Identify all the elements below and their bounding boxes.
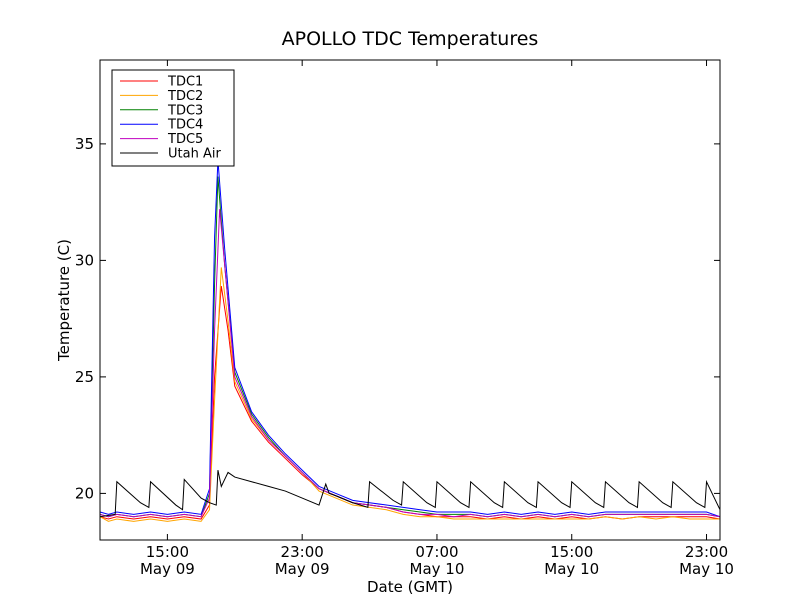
x-tick-date-label: May 10 (410, 560, 465, 578)
series-line-utah-air (99, 469, 721, 518)
x-tick-time-label: 15:00 (146, 543, 189, 561)
legend-label-tdc4: TDC4 (167, 118, 203, 133)
x-tick-date-label: May 09 (275, 560, 330, 578)
x-tick-date-label: May 09 (140, 560, 195, 578)
y-tick-label: 20 (75, 484, 94, 502)
series-line-tdc3 (99, 176, 721, 518)
chart-title: APOLLO TDC Temperatures (282, 28, 539, 50)
series-line-tdc5 (99, 209, 721, 518)
legend-label-utah-air: Utah Air (168, 147, 221, 162)
x-axis-label: Date (GMT) (367, 578, 453, 596)
y-tick-label: 25 (75, 368, 94, 386)
x-tick-date-label: May 10 (544, 560, 599, 578)
x-tick-time-label: 23:00 (281, 543, 324, 561)
y-tick-label: 30 (75, 251, 94, 269)
x-tick-date-label: May 10 (679, 560, 734, 578)
y-axis-label: Temperature (C) (55, 239, 73, 362)
x-tick-time-label: 07:00 (415, 543, 458, 561)
legend-label-tdc5: TDC5 (167, 132, 203, 147)
y-tick-label: 35 (75, 135, 94, 153)
series-line-tdc4 (99, 160, 721, 518)
x-tick-time-label: 15:00 (550, 543, 593, 561)
legend-label-tdc1: TDC1 (167, 75, 203, 90)
series-layer (99, 160, 721, 522)
series-line-tdc2 (99, 267, 720, 522)
series-line-tdc1 (99, 285, 721, 520)
legend-label-tdc2: TDC2 (167, 89, 203, 104)
legend-label-tdc3: TDC3 (167, 103, 203, 118)
legend-frame (111, 69, 235, 167)
plot-frame (99, 59, 721, 541)
x-tick-time-label: 23:00 (685, 543, 728, 561)
